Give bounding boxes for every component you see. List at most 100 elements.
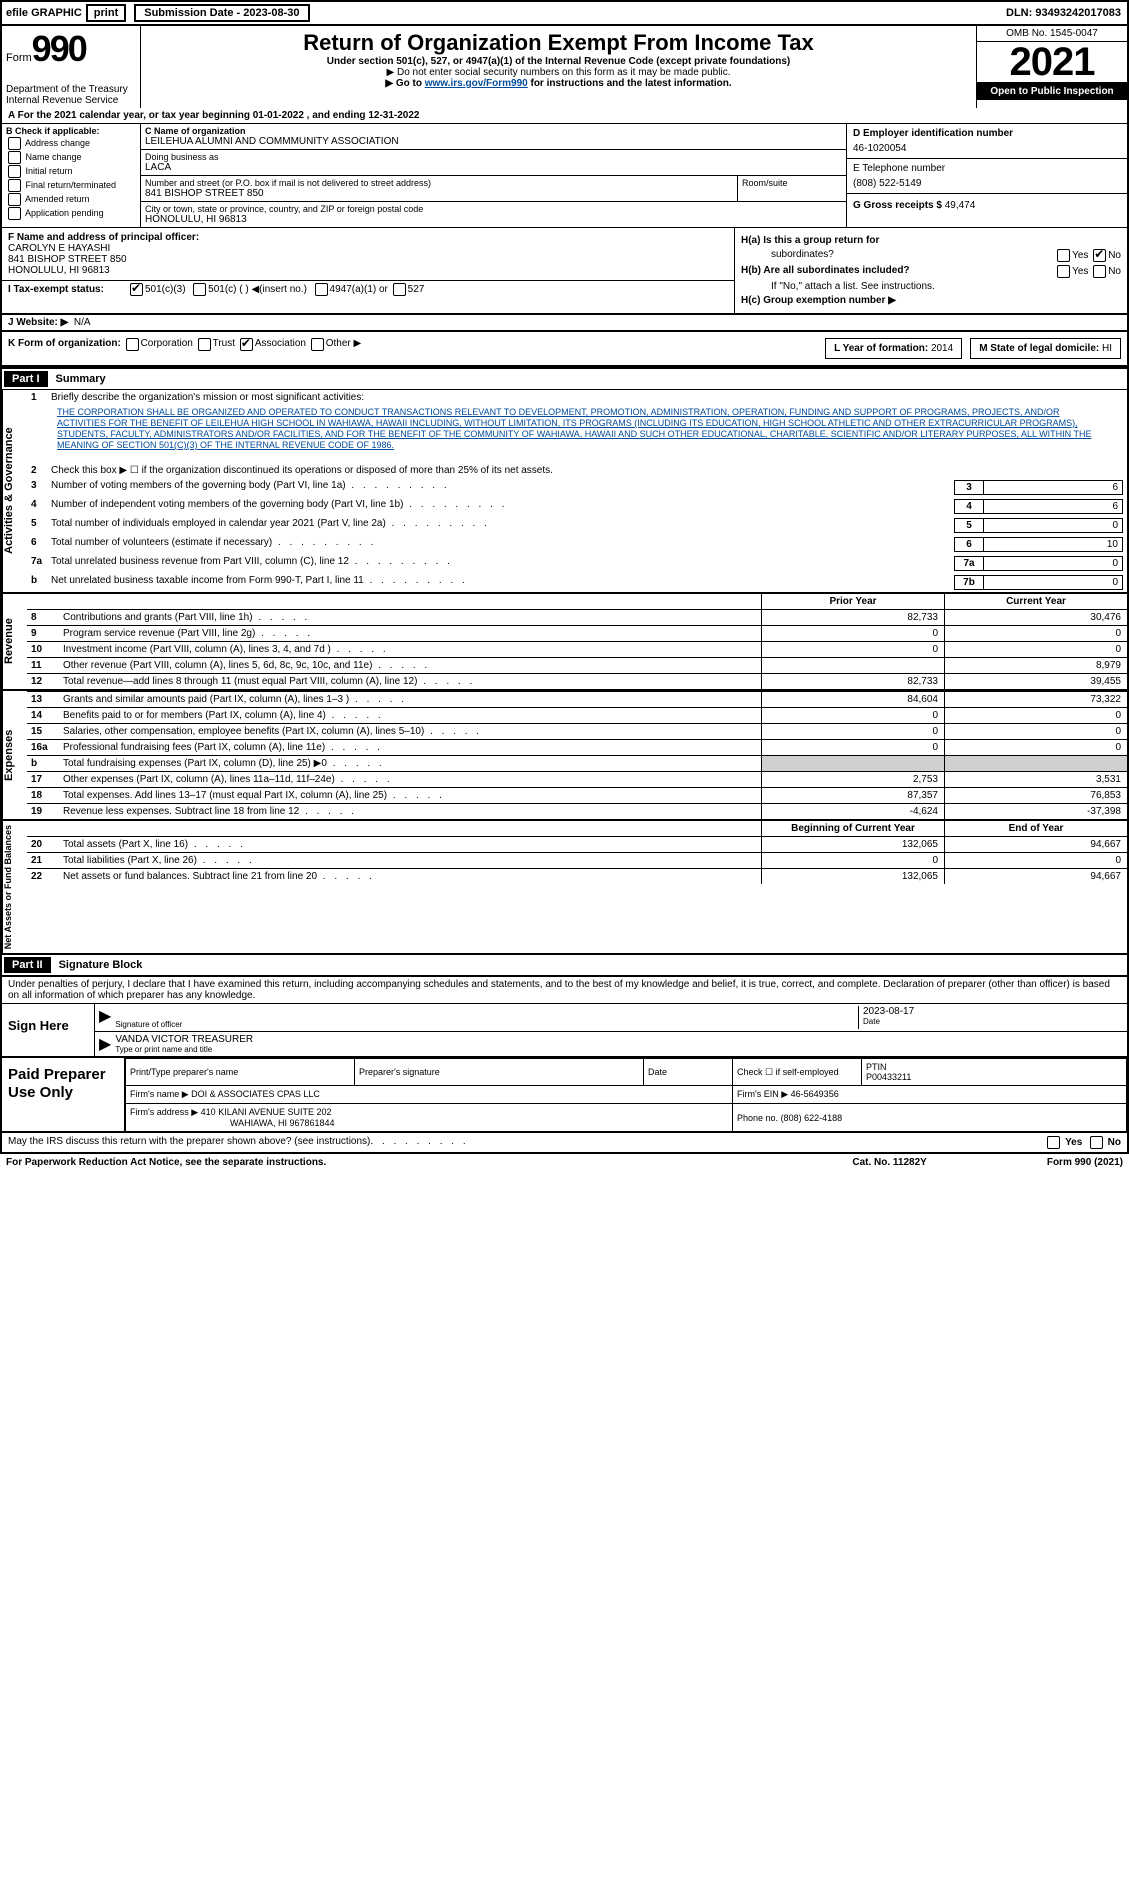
suite-label: Room/suite <box>742 178 842 188</box>
klm-row: K Form of organization: Corporation Trus… <box>0 331 1129 367</box>
website-value: N/A <box>74 317 91 328</box>
form-label: Form <box>6 52 32 64</box>
sign-here-label: Sign Here <box>2 1004 94 1056</box>
chk-application-pending[interactable]: Application pending <box>6 207 136 220</box>
preparer-table: Print/Type preparer's name Preparer's si… <box>125 1058 1127 1131</box>
form-subtitle-1: Under section 501(c), 527, or 4947(a)(1)… <box>145 56 972 67</box>
table-row: 18Total expenses. Add lines 13–17 (must … <box>27 787 1127 803</box>
f-label: F Name and address of principal officer: <box>8 232 728 243</box>
firm-phone-label: Phone no. <box>737 1113 778 1123</box>
form-subtitle-2: ▶ Do not enter social security numbers o… <box>145 67 972 78</box>
hb-yes[interactable] <box>1057 265 1070 278</box>
chk-amended-return[interactable]: Amended return <box>6 193 136 206</box>
ha-no[interactable] <box>1093 249 1106 262</box>
revenue-block: Revenue Prior Year Current Year 8Contrib… <box>0 594 1129 691</box>
efile-label: efile GRAPHIC <box>2 7 82 19</box>
table-row: 22Net assets or fund balances. Subtract … <box>27 868 1127 884</box>
officer-addr2: HONOLULU, HI 96813 <box>8 265 728 276</box>
chk-name-change[interactable]: Name change <box>6 151 136 164</box>
col-c: C Name of organization LEILEHUA ALUMNI A… <box>141 124 846 227</box>
table-row: 13Grants and similar amounts paid (Part … <box>27 691 1127 707</box>
hb-no[interactable] <box>1093 265 1106 278</box>
check-se: Check ☐ if self-employed <box>733 1059 862 1086</box>
ag-block: Activities & Governance 1Briefly describ… <box>0 389 1129 594</box>
summary-line: 3Number of voting members of the governi… <box>27 478 1127 497</box>
firm-ein: 46-5649356 <box>791 1089 839 1099</box>
sig-officer-caption: Signature of officer <box>115 1020 858 1029</box>
header-right: OMB No. 1545-0047 2021 Open to Public In… <box>976 26 1127 108</box>
table-row: 15Salaries, other compensation, employee… <box>27 723 1127 739</box>
expenses-block: Expenses 13Grants and similar amounts pa… <box>0 691 1129 821</box>
phone-value: (808) 522-5149 <box>853 178 1121 189</box>
officer-name: CAROLYN E HAYASHI <box>8 243 728 254</box>
e-label: E Telephone number <box>853 163 1121 174</box>
firm-addr2: WAHIAWA, HI 967861844 <box>230 1118 335 1128</box>
prep-date-label: Date <box>644 1059 733 1086</box>
chk-initial-return[interactable]: Initial return <box>6 165 136 178</box>
firm-name: DOI & ASSOCIATES CPAS LLC <box>191 1089 320 1099</box>
sig-date: 2023-08-17 <box>863 1006 1123 1017</box>
side-ag: Activities & Governance <box>2 390 27 592</box>
firm-label: Firm's name ▶ <box>130 1089 189 1099</box>
table-row: 11Other revenue (Part VIII, column (A), … <box>27 657 1127 673</box>
k-label: K Form of organization: <box>8 338 121 359</box>
firm-ein-label: Firm's EIN ▶ <box>737 1089 788 1099</box>
chk-501c3[interactable] <box>130 283 143 296</box>
tax-year: 2021 <box>977 42 1127 83</box>
h-col: H(a) Is this a group return for subordin… <box>734 228 1127 313</box>
firm-phone: (808) 622-4188 <box>781 1113 843 1123</box>
header-left: Form990 Department of the Treasury Inter… <box>2 26 141 108</box>
chk-4947[interactable] <box>315 283 328 296</box>
mission-text: THE CORPORATION SHALL BE ORGANIZED AND O… <box>27 405 1127 463</box>
side-expenses: Expenses <box>2 691 27 819</box>
signature-arrow-icon-2: ▶ <box>99 1034 111 1054</box>
m-label: M State of legal domicile: <box>979 343 1099 354</box>
chk-527[interactable] <box>393 283 406 296</box>
table-row: 10Investment income (Part VIII, column (… <box>27 641 1127 657</box>
fh-block: F Name and address of principal officer:… <box>0 228 1129 314</box>
paid-preparer-block: Paid Preparer Use Only Print/Type prepar… <box>0 1058 1129 1133</box>
netassets-block: Net Assets or Fund Balances Beginning of… <box>0 821 1129 955</box>
hdr-current-year: Current Year <box>944 594 1127 609</box>
chk-trust[interactable] <box>198 338 211 351</box>
part2-tag: Part II <box>4 957 51 973</box>
ptin-value: P00433211 <box>866 1072 911 1082</box>
i-label: I Tax-exempt status: <box>8 284 128 295</box>
summary-line: 7aTotal unrelated business revenue from … <box>27 554 1127 573</box>
hdr-end-year: End of Year <box>944 821 1127 836</box>
summary-line: 5Total number of individuals employed in… <box>27 516 1127 535</box>
street-value: 841 BISHOP STREET 850 <box>145 188 733 199</box>
table-row: bTotal fundraising expenses (Part IX, co… <box>27 755 1127 771</box>
declaration-text: Under penalties of perjury, I declare th… <box>2 977 1127 1004</box>
form-subtitle-3: ▶ Go to www.irs.gov/Form990 for instruct… <box>145 78 972 89</box>
discuss-label: May the IRS discuss this return with the… <box>8 1136 370 1149</box>
table-row: 20Total assets (Part X, line 16)132,0659… <box>27 836 1127 852</box>
part1-tag: Part I <box>4 371 48 387</box>
g-label: G Gross receipts $ <box>853 200 942 211</box>
prep-name-label: Print/Type preparer's name <box>126 1059 355 1086</box>
chk-address-change[interactable]: Address change <box>6 137 136 150</box>
table-row: 9Program service revenue (Part VIII, lin… <box>27 625 1127 641</box>
chk-other[interactable] <box>311 338 324 351</box>
chk-final-return[interactable]: Final return/terminated <box>6 179 136 192</box>
date-caption: Date <box>863 1017 1123 1026</box>
top-toolbar: efile GRAPHIC print Submission Date - 20… <box>0 0 1129 26</box>
chk-assoc[interactable] <box>240 338 253 351</box>
l2-label: Check this box ▶ ☐ if the organization d… <box>51 465 1123 476</box>
table-row: 14Benefits paid to or for members (Part … <box>27 707 1127 723</box>
ha-yes[interactable] <box>1057 249 1070 262</box>
irs-link[interactable]: www.irs.gov/Form990 <box>425 78 528 89</box>
header-mid: Return of Organization Exempt From Incom… <box>141 26 976 108</box>
prep-sig-label: Preparer's signature <box>355 1059 644 1086</box>
signature-arrow-icon: ▶ <box>99 1006 111 1029</box>
j-label: J Website: ▶ <box>8 317 68 328</box>
hb-note: If "No," attach a list. See instructions… <box>771 281 1121 292</box>
discuss-no[interactable] <box>1090 1136 1103 1149</box>
print-button[interactable]: print <box>86 4 126 22</box>
l1-label: Briefly describe the organization's miss… <box>51 392 1123 403</box>
chk-501c[interactable] <box>193 283 206 296</box>
chk-corp[interactable] <box>126 338 139 351</box>
firm-addr-label: Firm's address ▶ <box>130 1107 198 1117</box>
discuss-yes[interactable] <box>1047 1136 1060 1149</box>
org-name: LEILEHUA ALUMNI AND COMMMUNITY ASSOCIATI… <box>145 136 842 147</box>
